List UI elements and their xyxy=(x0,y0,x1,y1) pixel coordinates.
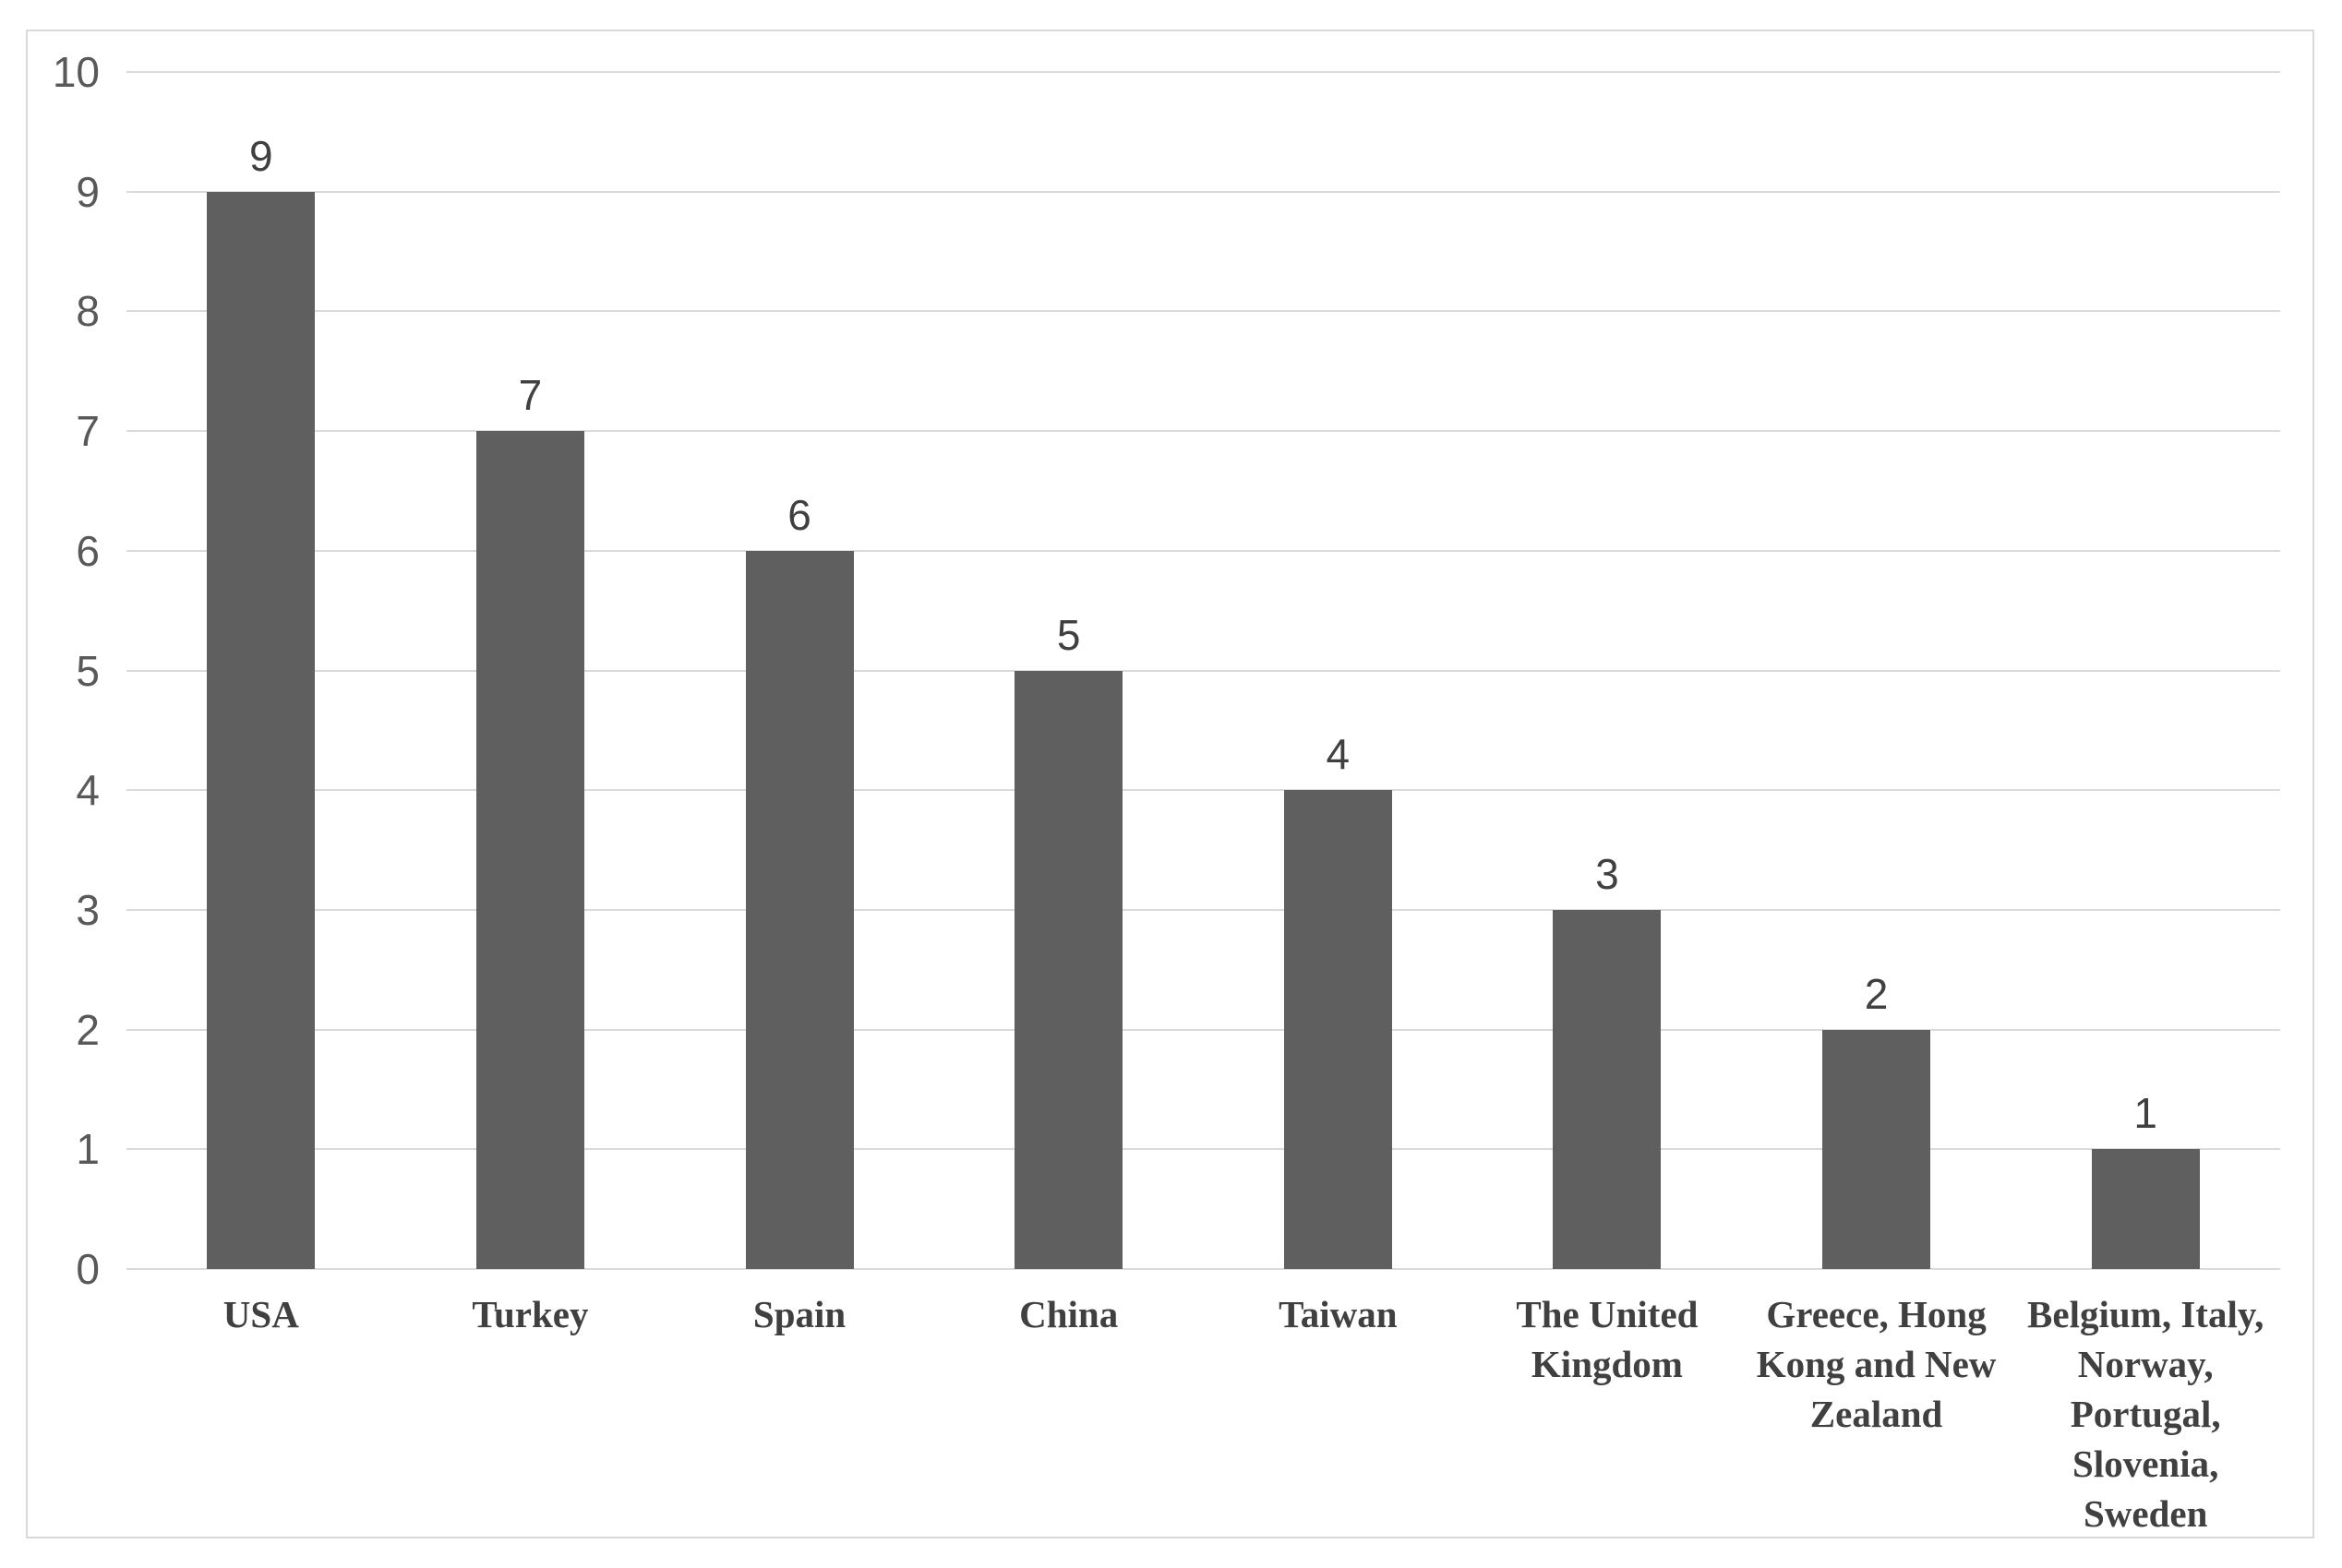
gridline-y7 xyxy=(126,430,2280,433)
bar-slot: 4 xyxy=(1204,72,1473,1269)
gridline-y3 xyxy=(126,908,2280,911)
y-tick-label-5: 5 xyxy=(76,646,100,695)
bar xyxy=(1822,1029,1931,1269)
gridline-y4 xyxy=(126,789,2280,792)
gridline-y6 xyxy=(126,549,2280,552)
y-tick-label-7: 7 xyxy=(76,407,100,456)
y-tick-label-9: 9 xyxy=(76,167,100,216)
bar-value-label: 3 xyxy=(1595,849,1619,898)
bar xyxy=(207,191,316,1269)
y-tick-label-0: 0 xyxy=(76,1245,100,1293)
bar xyxy=(1015,670,1123,1269)
gridline-y10 xyxy=(126,71,2280,73)
plot-area: 9 7 6 5 4 3 2 1 xyxy=(126,71,2280,1270)
bar-slot: 9 xyxy=(126,72,396,1269)
category-label: Belgium, Italy, Norway, Portugal, Sloven… xyxy=(2027,1293,2264,1536)
bar-value-label: 5 xyxy=(1056,610,1081,659)
gridline-y5 xyxy=(126,669,2280,672)
category-label: Spain xyxy=(752,1293,847,1335)
category-label: Greece, Hong Kong and New Zealand xyxy=(1756,1293,1997,1436)
category-label: USA xyxy=(222,1293,299,1335)
bar xyxy=(1283,790,1392,1269)
bar-slot: 6 xyxy=(665,72,934,1269)
bar-slot: 2 xyxy=(1742,72,2012,1269)
bar-slot: 7 xyxy=(396,72,666,1269)
bar-slot: 5 xyxy=(934,72,1204,1269)
bar-series: 9 7 6 5 4 3 2 1 xyxy=(126,72,2280,1269)
bar xyxy=(745,550,854,1269)
x-axis-category-labels: USA Turkey Spain China Taiwan The United King… xyxy=(126,1289,2280,1539)
bar xyxy=(1553,909,1662,1269)
y-tick-label-3: 3 xyxy=(76,885,100,934)
category-label: The United Kingdom xyxy=(1516,1293,1699,1386)
y-tick-label-4: 4 xyxy=(76,766,100,815)
bar xyxy=(475,431,584,1269)
y-tick-label-2: 2 xyxy=(76,1005,100,1054)
bar-slot: 3 xyxy=(1472,72,1742,1269)
y-tick-label-8: 8 xyxy=(76,287,100,336)
bar-value-label: 2 xyxy=(1864,969,1889,1018)
bar-value-label: 7 xyxy=(518,371,543,420)
y-tick-label-6: 6 xyxy=(76,526,100,575)
category-label: Turkey xyxy=(472,1293,589,1335)
y-tick-label-1: 1 xyxy=(76,1125,100,1174)
y-tick-label-10: 10 xyxy=(52,48,100,96)
gridline-y2 xyxy=(126,1028,2280,1031)
bar-value-label: 1 xyxy=(2133,1089,2157,1138)
gridline-y0 xyxy=(126,1268,2280,1270)
category-label: China xyxy=(1019,1293,1119,1335)
bar-value-label: 9 xyxy=(249,131,273,180)
bar-slot: 1 xyxy=(2011,72,2280,1269)
category-label: Taiwan xyxy=(1279,1293,1398,1335)
gridline-y1 xyxy=(126,1148,2280,1151)
bar xyxy=(2091,1149,2200,1269)
gridline-y9 xyxy=(126,190,2280,193)
bar-value-label: 6 xyxy=(787,490,811,539)
chart-frame: 0 1 2 3 4 5 6 7 8 9 10 9 7 6 5 4 3 2 1 USA Turkey Spain Chin… xyxy=(26,30,2314,1538)
y-axis-tick-labels: 0 1 2 3 4 5 6 7 8 9 10 xyxy=(28,51,100,1290)
gridline-y8 xyxy=(126,310,2280,313)
bar-value-label: 4 xyxy=(1326,730,1351,779)
